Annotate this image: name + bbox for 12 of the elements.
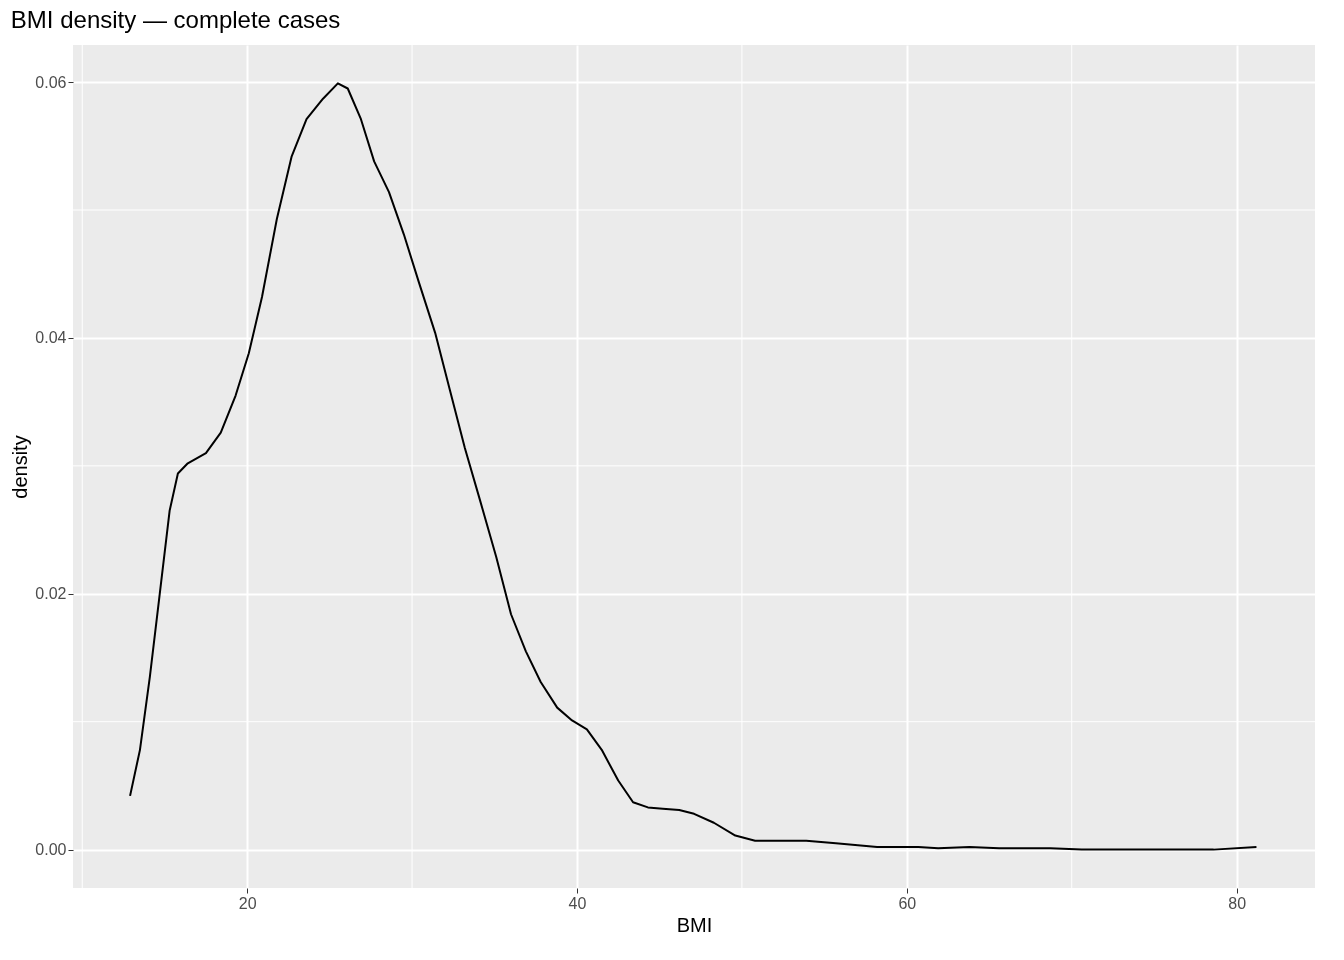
y-tick-label: 0.02	[35, 585, 67, 603]
x-tick-label: 20	[238, 894, 257, 912]
x-tick-label: 80	[1228, 894, 1247, 912]
x-tick-label: 60	[898, 894, 917, 912]
y-axis-title: density	[9, 435, 32, 499]
line-series	[129, 82, 1258, 851]
x-tick-label: 40	[568, 894, 587, 912]
y-tick-label: 0.04	[35, 329, 67, 347]
chart-title: BMI density — complete cases	[10, 5, 341, 33]
y-tick-label: 0.00	[35, 841, 67, 859]
x-axis-title: BMI	[676, 913, 713, 936]
y-tick-label: 0.06	[35, 73, 67, 91]
